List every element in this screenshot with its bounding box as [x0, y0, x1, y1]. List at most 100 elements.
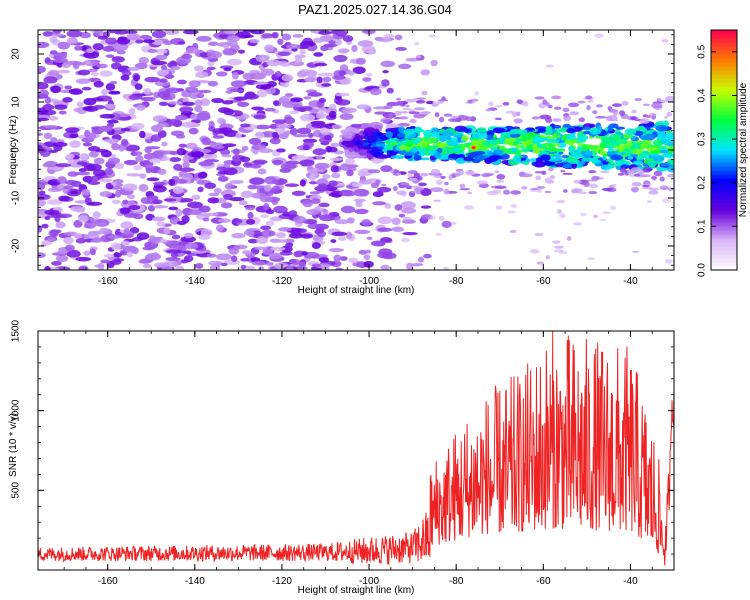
spectrogram-cell [587, 257, 595, 261]
spectrogram-cell [476, 127, 487, 133]
spectrogram-cell [107, 104, 116, 110]
spectrogram-cell [124, 144, 140, 152]
snr-x-tick-label: -100 [359, 576, 379, 587]
colorbar-cell [711, 38, 737, 43]
spectrogram-cell [552, 124, 562, 129]
spectrogram-cell [197, 171, 208, 179]
spectrogram-cell [299, 113, 316, 122]
spectrogram-cell [159, 78, 168, 83]
spectrogram-cell [99, 70, 113, 77]
spectrogram-cell [579, 147, 591, 151]
colorbar-cell [711, 246, 737, 251]
spectrogram-cell [624, 128, 637, 136]
spectrogram-cell [592, 110, 598, 115]
spectrogram-cell [377, 216, 393, 225]
colorbar-cell [711, 214, 737, 219]
spectrogram-cell [58, 110, 67, 115]
spectrogram-cell [63, 185, 74, 190]
spectrogram-cell [107, 235, 123, 239]
spectrogram-cell [632, 250, 640, 253]
spectrogram-cell [396, 172, 402, 175]
spectrogram-cell [486, 130, 495, 137]
spectrogram-cell [296, 102, 303, 108]
spectrogram-cell [165, 87, 181, 94]
spectrogram-cell [38, 190, 46, 196]
spectrogram-cell [77, 69, 91, 76]
spectrogram-cell [188, 209, 203, 216]
spectrogram-cell [314, 62, 328, 67]
spectrogram-cell [170, 130, 185, 137]
spectrogram-cell [289, 232, 303, 239]
spectrogram-cell [198, 161, 214, 167]
spectrogram-cell [114, 130, 126, 134]
spectrogram-cell [239, 156, 251, 163]
spectrogram-cell [600, 137, 610, 142]
spectrogram-cell [271, 185, 281, 191]
spectrogram-cell [449, 115, 462, 118]
spectrogram-cell [208, 260, 224, 266]
spectrogram-cell [86, 201, 103, 206]
spectrogram-cell [607, 124, 614, 132]
spectrogram-cell [75, 238, 86, 244]
spectrogram-cell [152, 181, 166, 186]
spectrogram-cell [233, 244, 248, 250]
spectrogram-cell [272, 159, 284, 165]
spectrogram-cell [93, 30, 104, 36]
spectrogram-cell [149, 158, 161, 164]
spectrogram-cell [55, 254, 69, 263]
spectrogram-cell [223, 30, 238, 34]
colorbar-label: Normalized spectral amplitude [738, 82, 749, 217]
spectrogram-x-label: Height of straight line (km) [298, 285, 415, 296]
spectrogram-cell [44, 265, 51, 270]
spectrogram-cell [136, 104, 146, 111]
spectrogram-cell [633, 173, 641, 177]
spectrogram-cell [274, 71, 282, 78]
spectrogram-cell [661, 138, 674, 146]
spectrogram-cell [334, 219, 350, 225]
spectrogram-cell [398, 184, 407, 189]
spectrogram-cell [176, 220, 187, 225]
spectrogram-cell [361, 30, 375, 34]
snr-x-tick-label: -160 [98, 576, 118, 587]
colorbar: 0.0 0.1 0.2 0.3 0.4 0.5 Normalized spectral a… [697, 29, 749, 277]
spectrogram-cell [183, 255, 194, 263]
spectrogram-x-tick-label: -60 [536, 276, 551, 287]
spectrogram-cell [545, 64, 554, 68]
spectrogram-cell [669, 159, 674, 166]
spectrogram-cell [195, 263, 204, 269]
spectrogram-cell [128, 204, 141, 210]
spectrogram-cell [285, 242, 293, 248]
spectrogram-cell [612, 103, 622, 108]
spectrogram-cell [253, 114, 267, 120]
spectrogram-cell [173, 163, 183, 171]
colorbar-cell [711, 102, 737, 107]
spectrogram-cell [509, 133, 521, 138]
spectrogram-cell [380, 237, 393, 243]
spectrogram-cell [440, 175, 446, 180]
spectrogram-cell [354, 208, 369, 215]
spectrogram-cell [338, 70, 347, 76]
spectrogram-cell [215, 253, 232, 261]
spectrogram-cell [416, 101, 423, 104]
spectrogram-cell [284, 130, 292, 136]
spectrogram-cell [402, 107, 412, 111]
spectrogram-cell [341, 192, 356, 197]
spectrogram-cell [280, 95, 291, 102]
spectrogram-cell [221, 154, 232, 158]
spectrogram-cell [630, 186, 639, 193]
spectrogram-cell [165, 249, 181, 254]
spectrogram-cell [126, 173, 142, 177]
spectrogram-cell [361, 218, 372, 226]
spectrogram-cell [123, 228, 130, 236]
spectrogram-cell [366, 236, 373, 240]
spectrogram-cell [361, 145, 372, 150]
spectrogram-cell [553, 106, 562, 110]
snr-y-tick-label: 500 [11, 482, 22, 499]
spectrogram-cell [562, 107, 570, 113]
spectrogram-x-tick-label: -140 [185, 276, 205, 287]
spectrogram-cell [306, 209, 320, 216]
spectrogram-cell [58, 195, 70, 202]
spectrogram-cell [282, 211, 291, 217]
spectrogram-cell [446, 140, 459, 147]
colorbar-cell [711, 258, 737, 263]
